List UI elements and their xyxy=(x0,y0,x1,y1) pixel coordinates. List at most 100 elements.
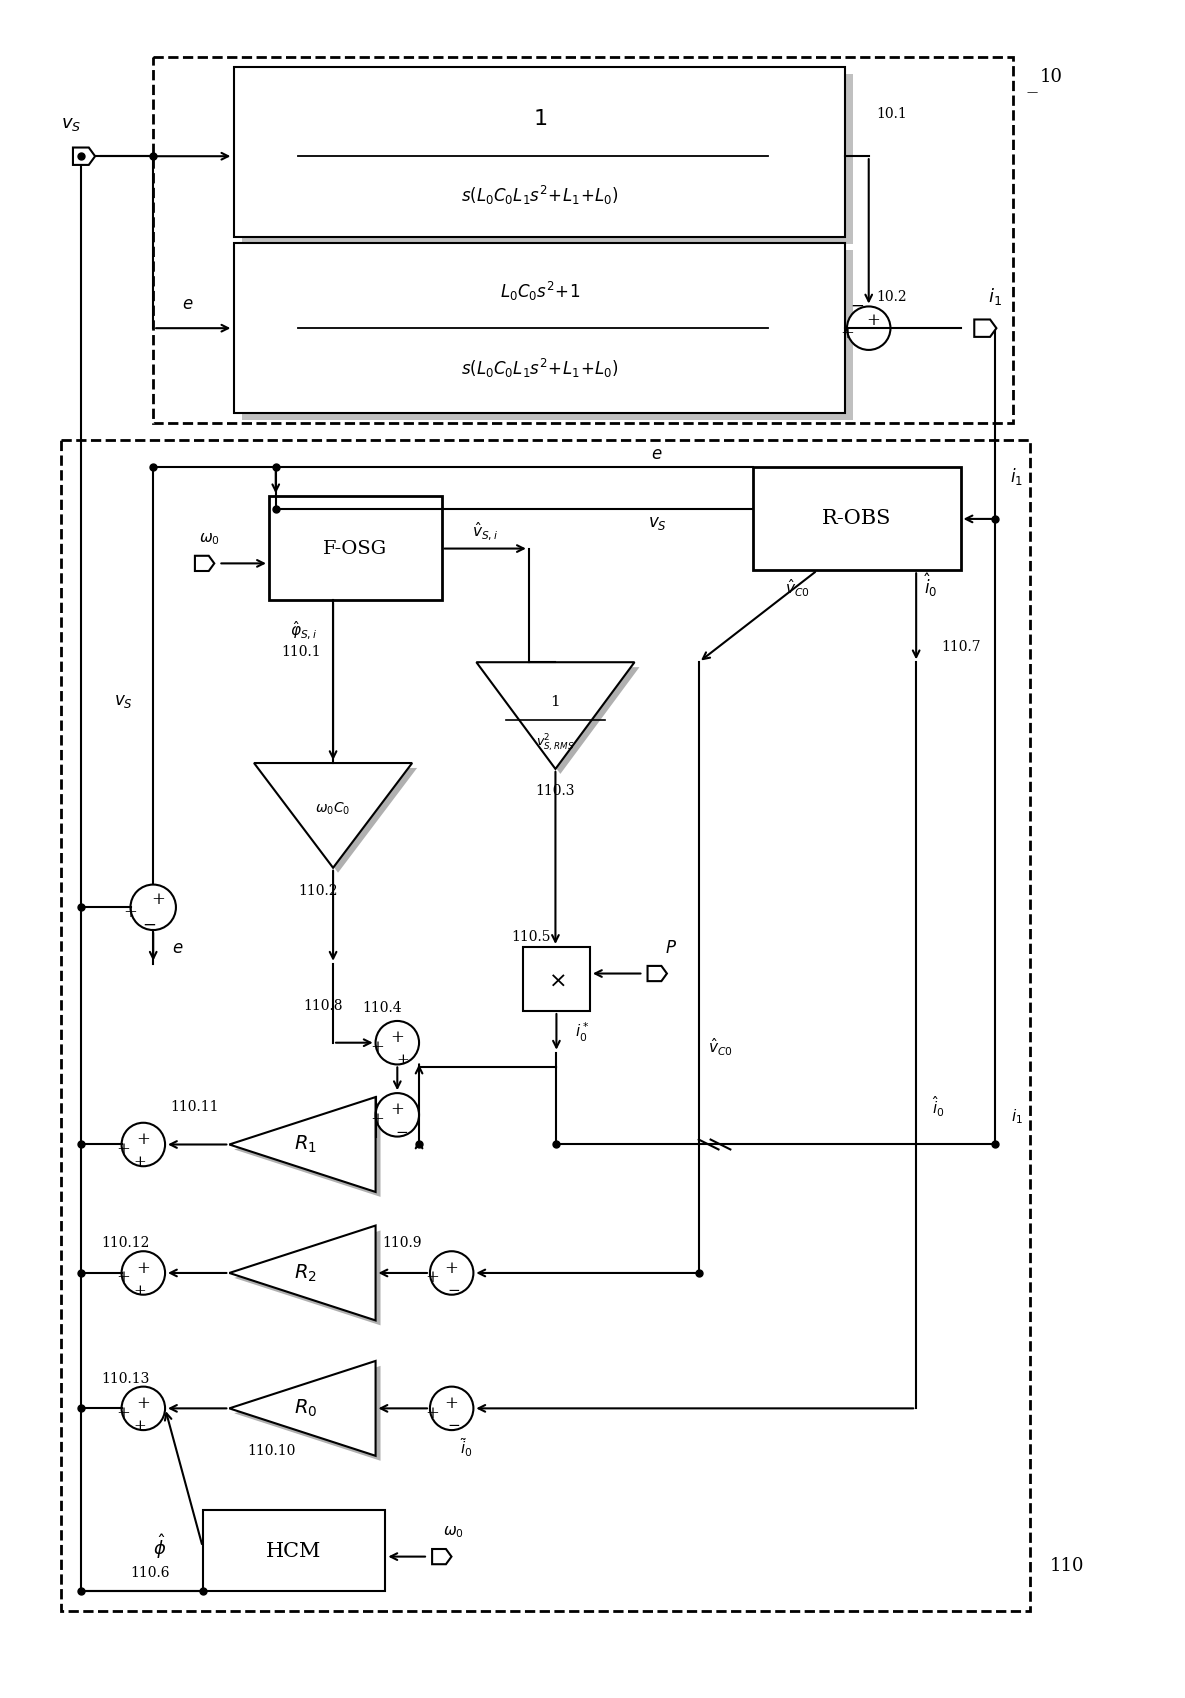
Text: +: + xyxy=(390,1102,404,1119)
Polygon shape xyxy=(476,662,634,769)
Text: $\tilde{i}_0$: $\tilde{i}_0$ xyxy=(460,1437,473,1459)
Text: $\hat{v}_{C0}$: $\hat{v}_{C0}$ xyxy=(709,1037,732,1058)
Text: +: + xyxy=(136,1260,150,1277)
Text: +: + xyxy=(116,1270,130,1287)
Polygon shape xyxy=(481,667,640,774)
Text: 110.11: 110.11 xyxy=(169,1100,218,1114)
Text: +: + xyxy=(866,312,880,329)
Text: 10.2: 10.2 xyxy=(877,290,908,304)
Text: +: + xyxy=(444,1260,459,1277)
Polygon shape xyxy=(974,319,997,336)
Text: 110.8: 110.8 xyxy=(303,998,342,1014)
Text: −: − xyxy=(396,1126,409,1139)
Text: F-OSG: F-OSG xyxy=(322,540,386,557)
Polygon shape xyxy=(647,966,667,981)
Text: $\hat{v}_{C0}$: $\hat{v}_{C0}$ xyxy=(786,577,811,599)
Text: $R_1$: $R_1$ xyxy=(294,1134,316,1155)
Text: R-OBS: R-OBS xyxy=(822,509,891,528)
Text: $P$: $P$ xyxy=(665,941,677,958)
Polygon shape xyxy=(235,1365,380,1460)
Text: +: + xyxy=(116,1404,130,1421)
Text: $\hat{\varphi}_{S,i}$: $\hat{\varphi}_{S,i}$ xyxy=(290,620,318,642)
Text: −: − xyxy=(850,297,864,314)
Bar xyxy=(523,947,590,1010)
Text: 110.6: 110.6 xyxy=(130,1567,169,1581)
Text: +: + xyxy=(133,1155,146,1170)
Text: +: + xyxy=(371,1110,384,1127)
Text: 110.3: 110.3 xyxy=(536,784,575,798)
Text: $i_0^*$: $i_0^*$ xyxy=(575,1020,589,1044)
Text: $\omega_0$: $\omega_0$ xyxy=(199,531,220,547)
Text: 10.1: 10.1 xyxy=(877,107,908,121)
Text: 1: 1 xyxy=(551,694,561,708)
Text: 10: 10 xyxy=(1039,68,1063,87)
Polygon shape xyxy=(235,1231,380,1326)
Text: 110.13: 110.13 xyxy=(101,1372,149,1386)
Polygon shape xyxy=(194,555,214,571)
Text: 110: 110 xyxy=(1050,1557,1084,1576)
Bar xyxy=(62,440,1030,1611)
Text: +: + xyxy=(390,1029,404,1046)
Text: +: + xyxy=(152,891,165,908)
Text: —: — xyxy=(1027,87,1038,97)
Text: 110.10: 110.10 xyxy=(248,1443,296,1459)
Text: HCM: HCM xyxy=(265,1542,321,1560)
Circle shape xyxy=(122,1387,165,1430)
Text: $\omega_0$: $\omega_0$ xyxy=(443,1525,465,1540)
Text: $i_1$: $i_1$ xyxy=(988,285,1003,307)
Text: 110.9: 110.9 xyxy=(383,1236,422,1250)
Bar xyxy=(269,496,442,599)
Text: $e$: $e$ xyxy=(652,447,662,464)
Text: $s(L_0C_0L_1s^2\!+\!L_1\!+\!L_0)$: $s(L_0C_0L_1s^2\!+\!L_1\!+\!L_0)$ xyxy=(461,183,619,207)
Text: −: − xyxy=(447,1284,460,1297)
Bar xyxy=(153,58,1013,423)
Text: $e$: $e$ xyxy=(172,941,184,958)
Circle shape xyxy=(376,1094,419,1136)
Text: $\hat{i}_0$: $\hat{i}_0$ xyxy=(931,1095,944,1119)
Text: +: + xyxy=(371,1039,384,1056)
Text: $\times$: $\times$ xyxy=(547,970,565,992)
Text: $L_0C_0s^2\!+\!1$: $L_0C_0s^2\!+\!1$ xyxy=(500,280,579,304)
Text: 110.4: 110.4 xyxy=(363,1002,402,1015)
Text: $1$: $1$ xyxy=(532,107,546,129)
Bar xyxy=(242,250,853,419)
Text: 110.1: 110.1 xyxy=(282,645,321,659)
Text: 110.12: 110.12 xyxy=(101,1236,149,1250)
Text: $\hat{v}_{S,i}$: $\hat{v}_{S,i}$ xyxy=(472,521,499,543)
Text: +: + xyxy=(116,1141,130,1158)
Text: +: + xyxy=(133,1420,146,1433)
Text: $v_S$: $v_S$ xyxy=(62,114,82,132)
Text: 110.2: 110.2 xyxy=(299,885,338,898)
Bar xyxy=(242,75,853,245)
Text: $v_{S,RMS}^2$: $v_{S,RMS}^2$ xyxy=(537,732,575,754)
Text: $\omega_0C_0$: $\omega_0C_0$ xyxy=(315,800,351,817)
Circle shape xyxy=(130,885,175,931)
Text: +: + xyxy=(123,903,137,920)
Text: 110.5: 110.5 xyxy=(511,931,551,944)
Polygon shape xyxy=(235,1102,380,1197)
Text: +: + xyxy=(425,1404,438,1421)
Circle shape xyxy=(847,306,890,350)
Polygon shape xyxy=(73,148,95,165)
Text: $\hat{i}_0$: $\hat{i}_0$ xyxy=(924,571,937,599)
Circle shape xyxy=(376,1020,419,1065)
Text: +: + xyxy=(133,1284,146,1297)
Polygon shape xyxy=(260,767,417,873)
Text: $v_S$: $v_S$ xyxy=(114,693,133,710)
Circle shape xyxy=(430,1251,474,1294)
Bar xyxy=(203,1510,385,1591)
Bar xyxy=(235,68,845,238)
Polygon shape xyxy=(230,1360,376,1455)
Text: $s(L_0C_0L_1s^2\!+\!L_1\!+\!L_0)$: $s(L_0C_0L_1s^2\!+\!L_1\!+\!L_0)$ xyxy=(461,357,619,380)
Text: +: + xyxy=(444,1396,459,1413)
Text: $R_2$: $R_2$ xyxy=(294,1262,316,1284)
Text: +: + xyxy=(425,1270,438,1287)
Bar xyxy=(754,467,961,571)
Circle shape xyxy=(122,1251,165,1294)
Text: +: + xyxy=(136,1131,150,1148)
Text: $i_1$: $i_1$ xyxy=(1011,465,1024,487)
Text: 110.7: 110.7 xyxy=(941,640,980,654)
Text: $R_0$: $R_0$ xyxy=(294,1397,318,1420)
Text: +: + xyxy=(136,1396,150,1413)
Polygon shape xyxy=(230,1097,376,1192)
